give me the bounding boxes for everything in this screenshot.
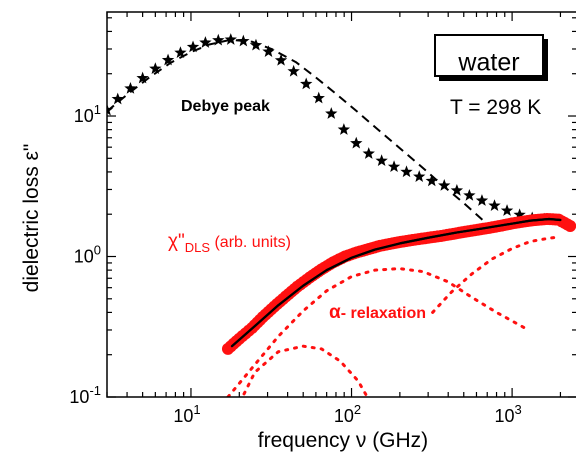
series-line-6 [431, 235, 562, 314]
alpha-text: - relaxation [341, 305, 426, 322]
legend-box: water [434, 34, 548, 81]
x-tick-label: 101 [173, 402, 200, 426]
star-point [350, 136, 363, 149]
star-point [337, 123, 351, 135]
x-tick-label: 102 [334, 402, 361, 426]
series-line-5 [240, 344, 369, 397]
star-point [362, 147, 375, 159]
star-point [375, 154, 388, 167]
series-layer [107, 33, 576, 397]
star-point [249, 38, 263, 51]
series-1 [107, 38, 488, 225]
star-point [450, 184, 464, 196]
star-point [111, 92, 124, 105]
axes-layer: 101 102 103 10-1 100 101 [69, 11, 576, 426]
star-point [488, 199, 501, 211]
star-point [124, 81, 137, 94]
star-point [513, 208, 526, 221]
alpha-symbol: α [329, 302, 341, 323]
series-5 [240, 344, 369, 397]
star-point [438, 179, 451, 191]
star-point [262, 45, 275, 57]
y-axis-label: dielectric loss ε" [20, 144, 43, 293]
y-tick-label: 101 [74, 102, 101, 126]
star-point [161, 53, 175, 66]
plot-frame [106, 11, 576, 398]
star-point [212, 33, 225, 46]
series-line-4 [226, 267, 527, 397]
x-axis-label: frequency ν (GHz) [258, 429, 428, 452]
chi-units: (arb. units) [210, 234, 291, 251]
alpha-relaxation-label: α- relaxation [329, 302, 426, 323]
star-point [500, 204, 514, 216]
svg-text:α- relaxation: α- relaxation [329, 302, 426, 323]
star-point [312, 91, 325, 104]
series-6 [431, 235, 562, 314]
star-point [136, 71, 149, 84]
svg-text:χ"DLS (arb. units): χ"DLS (arb. units) [168, 231, 291, 255]
star-point [274, 53, 288, 66]
star-point [149, 62, 162, 74]
star-point [425, 174, 438, 187]
star-point [413, 170, 426, 182]
chi-dls-label: χ"DLS (arb. units) [168, 231, 291, 255]
temperature-label: T = 298 K [450, 96, 541, 119]
star-point [387, 160, 401, 173]
star-point [325, 107, 338, 119]
fit-line-top [231, 217, 561, 348]
star-point [199, 36, 212, 48]
series-4 [226, 267, 527, 397]
dls-point [564, 219, 576, 232]
x-tick-label: 103 [494, 402, 521, 426]
star-point [300, 77, 313, 90]
star-point [475, 194, 489, 206]
chi-subscript: DLS [185, 240, 211, 255]
series-line-1 [107, 38, 488, 225]
star-point [186, 40, 200, 53]
star-point [400, 165, 413, 178]
star-point [463, 188, 476, 201]
y-tick-label: 100 [74, 243, 101, 267]
debye-peak-label: Debye peak [181, 98, 270, 115]
legend-water-label: water [457, 49, 519, 77]
star-point [224, 33, 237, 45]
chi-symbol: χ" [168, 231, 185, 252]
star-point [174, 46, 187, 59]
y-tick-label: 10-1 [69, 383, 101, 407]
star-point [287, 64, 300, 77]
